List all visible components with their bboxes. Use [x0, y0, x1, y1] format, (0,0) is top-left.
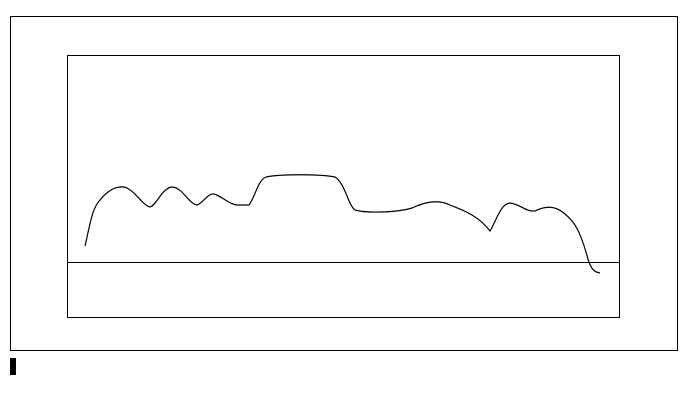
- intensity-curve: [84, 174, 601, 274]
- figure: [10, 16, 678, 351]
- figure-label: [10, 358, 16, 375]
- plot-frame: [67, 55, 620, 318]
- caption: [10, 357, 682, 377]
- figure-border: [10, 16, 678, 351]
